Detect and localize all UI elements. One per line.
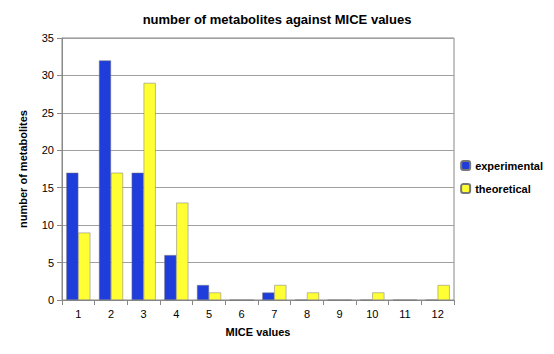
svg-text:15: 15 [42, 182, 54, 194]
svg-text:2: 2 [108, 308, 114, 320]
svg-text:number of metabolites against: number of metabolites against MICE value… [143, 12, 412, 27]
svg-text:11: 11 [399, 308, 410, 320]
svg-text:9: 9 [337, 308, 343, 320]
svg-text:experimental: experimental [475, 160, 543, 172]
svg-text:8: 8 [304, 308, 310, 320]
svg-text:MICE values: MICE values [226, 326, 291, 338]
svg-text:0: 0 [48, 294, 54, 306]
svg-text:theoretical: theoretical [475, 183, 531, 195]
svg-text:10: 10 [42, 219, 54, 231]
svg-text:30: 30 [42, 69, 54, 81]
svg-text:35: 35 [42, 32, 54, 44]
svg-text:7: 7 [271, 308, 277, 320]
svg-text:1: 1 [75, 308, 81, 320]
svg-text:12: 12 [432, 308, 444, 320]
svg-text:25: 25 [42, 107, 54, 119]
svg-text:6: 6 [239, 308, 245, 320]
svg-text:4: 4 [173, 308, 179, 320]
svg-text:5: 5 [206, 308, 212, 320]
svg-text:5: 5 [48, 257, 54, 269]
svg-text:3: 3 [141, 308, 147, 320]
svg-text:10: 10 [366, 308, 378, 320]
svg-text:number of metabolites: number of metabolites [17, 110, 29, 228]
svg-text:20: 20 [42, 144, 54, 156]
